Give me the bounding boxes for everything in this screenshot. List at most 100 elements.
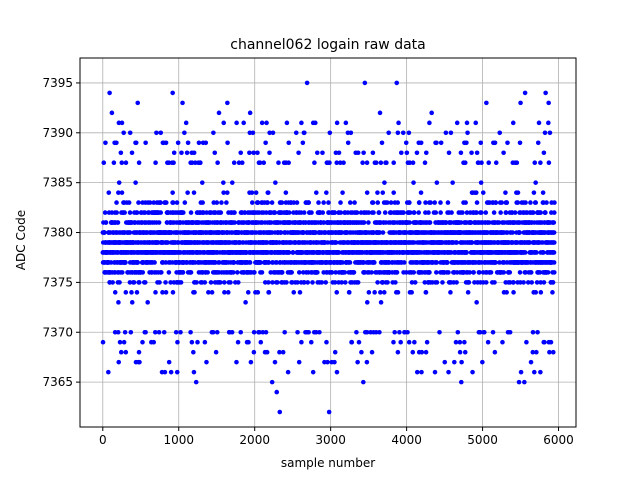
data-point: [251, 150, 256, 156]
data-point: [464, 250, 469, 255]
data-point: [364, 329, 370, 335]
data-point: [336, 250, 342, 255]
data-point: [535, 140, 541, 146]
data-point: [528, 270, 534, 275]
data-point: [251, 329, 257, 335]
data-point: [437, 329, 442, 335]
data-point: [324, 339, 329, 345]
data-point: [541, 150, 547, 156]
data-point: [272, 359, 278, 365]
data-point: [333, 240, 339, 245]
data-point: [382, 210, 388, 215]
data-point: [533, 200, 539, 205]
data-point: [503, 190, 508, 195]
data-point: [438, 210, 443, 215]
data-point: [270, 260, 275, 265]
data-point: [388, 200, 394, 205]
data-point: [373, 329, 379, 335]
data-point: [535, 329, 540, 335]
data-point: [483, 280, 489, 285]
data-point: [140, 339, 145, 345]
data-point: [384, 160, 389, 166]
data-point: [410, 160, 416, 166]
data-point: [529, 280, 535, 285]
data-point: [480, 190, 486, 195]
data-point: [180, 100, 185, 106]
data-point: [522, 250, 528, 255]
data-point: [493, 260, 498, 265]
data-point: [346, 290, 352, 295]
data-point: [464, 210, 470, 215]
data-point: [395, 349, 401, 355]
data-point: [514, 160, 520, 166]
data-point: [407, 210, 413, 215]
data-point: [501, 150, 506, 156]
data-point: [372, 290, 377, 295]
data-point: [459, 379, 464, 385]
data-point: [434, 140, 439, 146]
data-point: [251, 349, 257, 355]
data-point: [394, 270, 400, 275]
data-point: [371, 210, 376, 215]
data-point: [382, 180, 387, 185]
data-point: [343, 120, 349, 126]
data-point: [332, 210, 337, 215]
data-point: [136, 359, 141, 365]
data-point: [401, 260, 407, 265]
data-point: [391, 190, 397, 195]
data-point: [409, 290, 415, 295]
data-point: [409, 280, 415, 285]
data-point: [391, 160, 397, 166]
data-point: [457, 339, 463, 345]
data-point: [161, 329, 167, 335]
data-point: [258, 260, 263, 265]
data-point: [395, 200, 401, 205]
data-point: [546, 100, 551, 106]
data-point: [440, 280, 445, 285]
y-tick-label: 7390: [42, 126, 73, 140]
data-point: [191, 190, 197, 195]
data-point: [412, 280, 418, 285]
data-point: [361, 379, 366, 385]
data-point: [140, 270, 146, 275]
data-point: [111, 160, 117, 166]
data-point: [378, 300, 384, 305]
data-point: [518, 280, 523, 285]
data-point: [464, 120, 470, 126]
data-point: [510, 120, 516, 126]
data-point: [530, 210, 536, 215]
data-point: [263, 329, 269, 335]
data-point: [550, 280, 556, 285]
data-point: [534, 250, 539, 255]
data-point: [175, 339, 180, 345]
data-point: [211, 130, 216, 136]
data-point: [492, 280, 497, 285]
data-point: [347, 200, 353, 205]
data-point: [238, 150, 244, 156]
data-point: [213, 349, 219, 355]
data-point: [338, 200, 343, 205]
data-point: [193, 379, 199, 385]
data-point: [235, 339, 241, 345]
data-point: [550, 349, 556, 355]
data-point: [199, 180, 205, 185]
y-tick-label: 7380: [42, 226, 73, 240]
data-point: [362, 80, 368, 86]
data-point: [434, 260, 439, 265]
data-point: [153, 290, 158, 295]
data-point: [252, 270, 257, 275]
data-point: [325, 359, 330, 365]
data-point: [249, 200, 255, 205]
data-point: [212, 150, 218, 156]
data-point: [188, 329, 193, 335]
data-point: [136, 200, 141, 205]
data-point: [234, 120, 239, 126]
data-point: [249, 190, 255, 195]
data-point: [453, 339, 459, 345]
data-point: [110, 280, 115, 285]
data-point: [534, 349, 539, 355]
data-point: [379, 140, 385, 146]
data-point: [356, 339, 362, 345]
data-point: [515, 200, 521, 205]
data-point: [289, 270, 294, 275]
